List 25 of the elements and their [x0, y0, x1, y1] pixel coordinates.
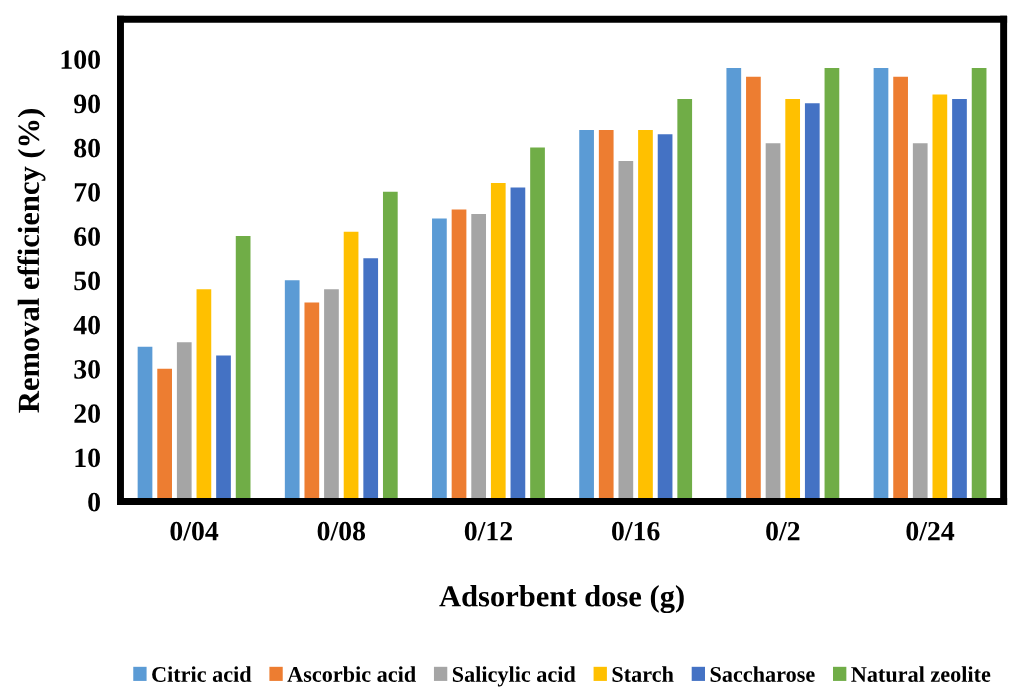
x-tick-label: 0/04: [170, 521, 219, 541]
x-tick-label: 0/24: [906, 521, 955, 541]
y-tick-label: 60: [74, 227, 100, 247]
x-tick-label: 0/12: [464, 521, 512, 541]
y-tick-label: 0: [88, 492, 100, 512]
legend-label: Saccharose: [710, 666, 815, 682]
x-tick-label: 0/16: [612, 521, 660, 541]
x-tick-label: 0/2: [766, 521, 800, 541]
y-tick-label: 30: [74, 360, 100, 379]
legend-label: Natural zeolite: [851, 666, 991, 682]
y-tick-label: 50: [74, 271, 100, 291]
y-tick-label: 10: [75, 448, 100, 468]
legend-label: Salicylic acid: [452, 666, 576, 687]
legend-label: Starch: [612, 666, 674, 682]
x-axis-title: Adsorbent dose (g): [439, 585, 684, 614]
y-axis-title: Removal efficiency (%): [17, 109, 46, 413]
y-tick-label: 70: [74, 183, 100, 202]
y-tick-label: 90: [74, 94, 100, 114]
x-tick-label: 0/08: [317, 521, 366, 541]
y-tick-label: 40: [73, 315, 100, 335]
y-tick-label: 100: [61, 50, 100, 70]
y-tick-label: 80: [74, 138, 100, 158]
legend-label: Citric acid: [152, 666, 252, 682]
y-tick-label: 20: [74, 404, 100, 424]
legend-label: Ascorbic acid: [287, 666, 416, 682]
